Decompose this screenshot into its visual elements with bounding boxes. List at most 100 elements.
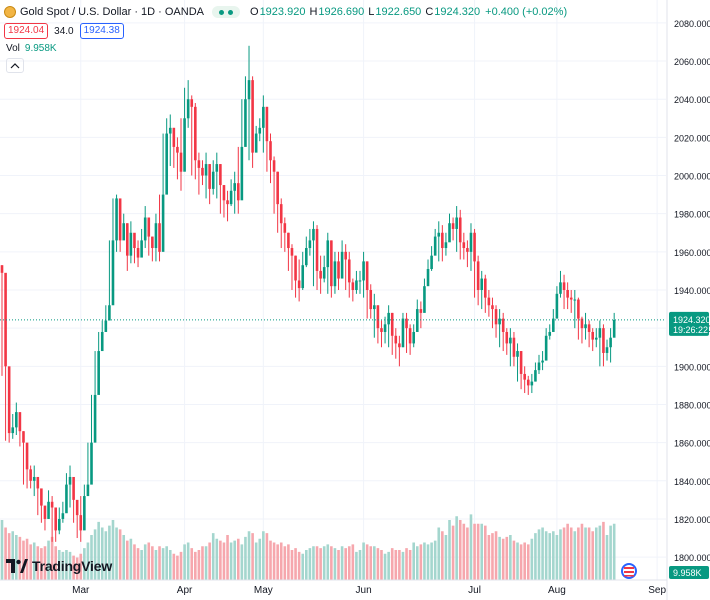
tradingview-logo[interactable]: TradingView xyxy=(6,558,112,574)
volume-bar xyxy=(301,553,305,580)
volume-bar xyxy=(552,531,555,580)
volume-bar xyxy=(172,553,176,580)
volume-bar xyxy=(544,531,548,580)
candle-body xyxy=(122,223,126,241)
us-flag-event-icon[interactable] xyxy=(621,563,637,579)
volume-bar xyxy=(0,520,4,580)
volume-bar xyxy=(312,546,315,580)
volume-bar xyxy=(598,525,602,580)
volume-bar xyxy=(111,520,115,580)
candle-body xyxy=(236,183,240,201)
candle-body xyxy=(143,217,147,241)
candle-body xyxy=(340,251,344,279)
time-tick-label: Mar xyxy=(72,585,90,596)
candle-body xyxy=(4,272,7,367)
volume-bar xyxy=(426,544,430,580)
volume-bar xyxy=(100,527,104,580)
market-status-icon[interactable] xyxy=(212,6,240,18)
candle-body xyxy=(526,379,530,386)
candle-body xyxy=(129,232,133,256)
price-tick-label: 1960.000 xyxy=(674,248,710,258)
candle-body xyxy=(580,318,584,329)
candle-body xyxy=(562,282,566,290)
volume-bar xyxy=(272,542,276,580)
volume-bar xyxy=(226,535,229,580)
volume-bar xyxy=(72,555,75,580)
candle-body xyxy=(57,518,61,531)
volume-bar xyxy=(330,546,333,580)
volume-bar xyxy=(451,525,455,580)
candle-body xyxy=(544,335,548,361)
buy-button[interactable]: 1924.38 xyxy=(79,23,124,39)
candle-body xyxy=(22,431,25,443)
last-price-tag xyxy=(669,311,709,336)
price-candles[interactable] xyxy=(0,45,616,542)
candle-body xyxy=(484,278,487,298)
logo-text: TradingView xyxy=(32,558,113,574)
volume-tag-label: 9.958K xyxy=(673,568,702,578)
volume-bar xyxy=(236,538,240,580)
candle-body xyxy=(598,328,602,338)
volume-bar xyxy=(519,544,523,580)
volume-bar xyxy=(337,550,340,580)
candle-body xyxy=(297,280,301,289)
candle-body xyxy=(183,118,186,172)
candle-body xyxy=(347,259,351,283)
candle-body xyxy=(559,282,562,294)
volume-bar xyxy=(466,527,469,580)
volume-bar xyxy=(158,546,161,580)
price-axis[interactable]: 1800.000 1820.000 1840.000 1860.000 1880.000… xyxy=(666,0,710,600)
volume-bar xyxy=(22,540,25,580)
price-tick-label: 1900.000 xyxy=(674,362,710,372)
volume-bar xyxy=(115,527,118,580)
close-label: C xyxy=(425,6,434,18)
volume-bar xyxy=(176,555,179,580)
candle-body xyxy=(208,164,211,189)
price-tick-label: 1840.000 xyxy=(674,477,710,487)
candle-body xyxy=(476,261,480,290)
chevron-up-icon xyxy=(10,62,20,68)
candle-body xyxy=(229,190,233,205)
candle-body xyxy=(226,200,229,205)
candle-body xyxy=(473,232,476,262)
volume-bar xyxy=(534,533,537,580)
volume-bar xyxy=(108,525,111,580)
candle-body xyxy=(373,305,376,310)
volume-bar xyxy=(233,540,236,580)
candle-body xyxy=(233,183,236,191)
candle-body xyxy=(537,362,541,371)
candle-body xyxy=(455,217,458,229)
candle-body xyxy=(40,488,43,506)
candle-body xyxy=(65,484,68,514)
volume-bar xyxy=(43,546,47,580)
candle-body xyxy=(573,299,577,301)
candle-body xyxy=(315,228,319,271)
price-tick-label: 1800.000 xyxy=(674,553,710,563)
volume-bar xyxy=(133,544,136,580)
candle-body xyxy=(197,160,201,168)
candle-body xyxy=(154,223,158,249)
candle-body xyxy=(505,331,509,344)
volume-bar xyxy=(602,521,605,580)
volume-bar xyxy=(61,551,65,580)
volume-bar xyxy=(276,544,279,580)
sell-button[interactable]: 1924.04 xyxy=(4,23,49,39)
candle-body xyxy=(47,501,50,519)
candle-body xyxy=(519,351,523,374)
candle-body xyxy=(211,171,215,189)
volume-bar xyxy=(179,551,183,580)
volume-bar xyxy=(29,544,32,580)
candle-body xyxy=(390,312,394,336)
candle-body xyxy=(609,337,612,348)
volume-bar xyxy=(415,546,419,580)
candle-body xyxy=(29,469,32,481)
time-axis[interactable]: MarAprMayJunJulAugSepOc xyxy=(0,579,710,596)
collapse-legend-button[interactable] xyxy=(6,58,24,73)
high-label: H xyxy=(309,6,318,18)
high-value: 1926.690 xyxy=(318,6,365,18)
change-value: +0.400 (+0.02%) xyxy=(485,6,568,18)
volume-bar xyxy=(609,525,612,580)
symbol-title[interactable]: Gold Spot / U.S. Dollar · 1D · OANDA xyxy=(20,6,204,18)
volume-bar xyxy=(201,546,204,580)
